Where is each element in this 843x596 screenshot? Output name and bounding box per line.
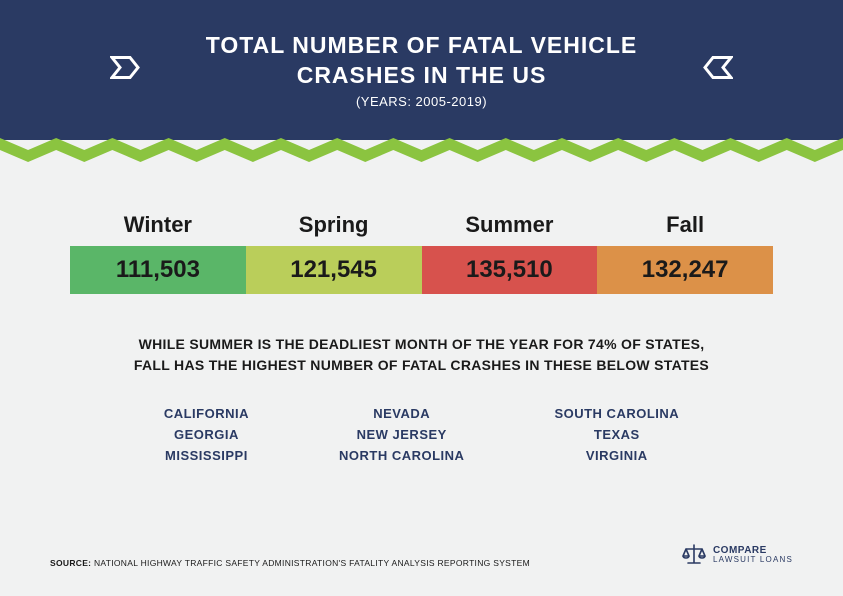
season-label: Spring (246, 212, 422, 238)
state-item: SOUTH CAROLINA (554, 404, 679, 425)
season-value-summer: 135,510 (422, 246, 598, 294)
zigzag-divider (0, 138, 843, 162)
states-column: NEVADA NEW JERSEY NORTH CAROLINA (339, 404, 464, 466)
season-value-spring: 121,545 (246, 246, 422, 294)
season-label: Summer (422, 212, 598, 238)
statement-line2: FALL HAS THE HIGHEST NUMBER OF FATAL CRA… (134, 357, 709, 373)
source-citation: SOURCE: NATIONAL HIGHWAY TRAFFIC SAFETY … (50, 558, 530, 568)
footer: SOURCE: NATIONAL HIGHWAY TRAFFIC SAFETY … (50, 542, 793, 568)
season-label: Winter (70, 212, 246, 238)
state-item: CALIFORNIA (164, 404, 249, 425)
page-subtitle: (YEARS: 2005-2019) (206, 94, 638, 109)
state-item: NEW JERSEY (339, 425, 464, 446)
season-value-winter: 111,503 (70, 246, 246, 294)
logo-text: COMPARE LAWSUIT LOANS (713, 545, 793, 565)
state-item: NEVADA (339, 404, 464, 425)
brand-logo: COMPARE LAWSUIT LOANS (681, 542, 793, 568)
page-title: TOTAL NUMBER OF FATAL VEHICLE CRASHES IN… (206, 31, 638, 91)
season-label: Fall (597, 212, 773, 238)
statement-text: WHILE SUMMER IS THE DEADLIEST MONTH OF T… (70, 334, 773, 376)
logo-text-bottom: LAWSUIT LOANS (713, 556, 793, 565)
state-item: NORTH CAROLINA (339, 446, 464, 467)
header-banner: TOTAL NUMBER OF FATAL VEHICLE CRASHES IN… (0, 0, 843, 140)
source-text: NATIONAL HIGHWAY TRAFFIC SAFETY ADMINIST… (94, 558, 530, 568)
state-item: GEORGIA (164, 425, 249, 446)
state-item: MISSISSIPPI (164, 446, 249, 467)
source-label: SOURCE: (50, 558, 91, 568)
title-line1: TOTAL NUMBER OF FATAL VEHICLE (206, 32, 638, 58)
title-line2: CRASHES IN THE US (297, 62, 547, 88)
chevron-left-icon (110, 56, 140, 85)
states-grid: CALIFORNIA GEORGIA MISSISSIPPI NEVADA NE… (70, 404, 773, 466)
season-values-row: 111,503 121,545 135,510 132,247 (70, 246, 773, 294)
state-item: TEXAS (554, 425, 679, 446)
states-column: SOUTH CAROLINA TEXAS VIRGINIA (554, 404, 679, 466)
season-value-fall: 132,247 (597, 246, 773, 294)
scales-icon (681, 542, 707, 568)
statement-line1: WHILE SUMMER IS THE DEADLIEST MONTH OF T… (139, 336, 705, 352)
state-item: VIRGINIA (554, 446, 679, 467)
main-content: Winter Spring Summer Fall 111,503 121,54… (0, 162, 843, 486)
season-labels-row: Winter Spring Summer Fall (70, 212, 773, 246)
states-column: CALIFORNIA GEORGIA MISSISSIPPI (164, 404, 249, 466)
chevron-right-icon (703, 56, 733, 85)
